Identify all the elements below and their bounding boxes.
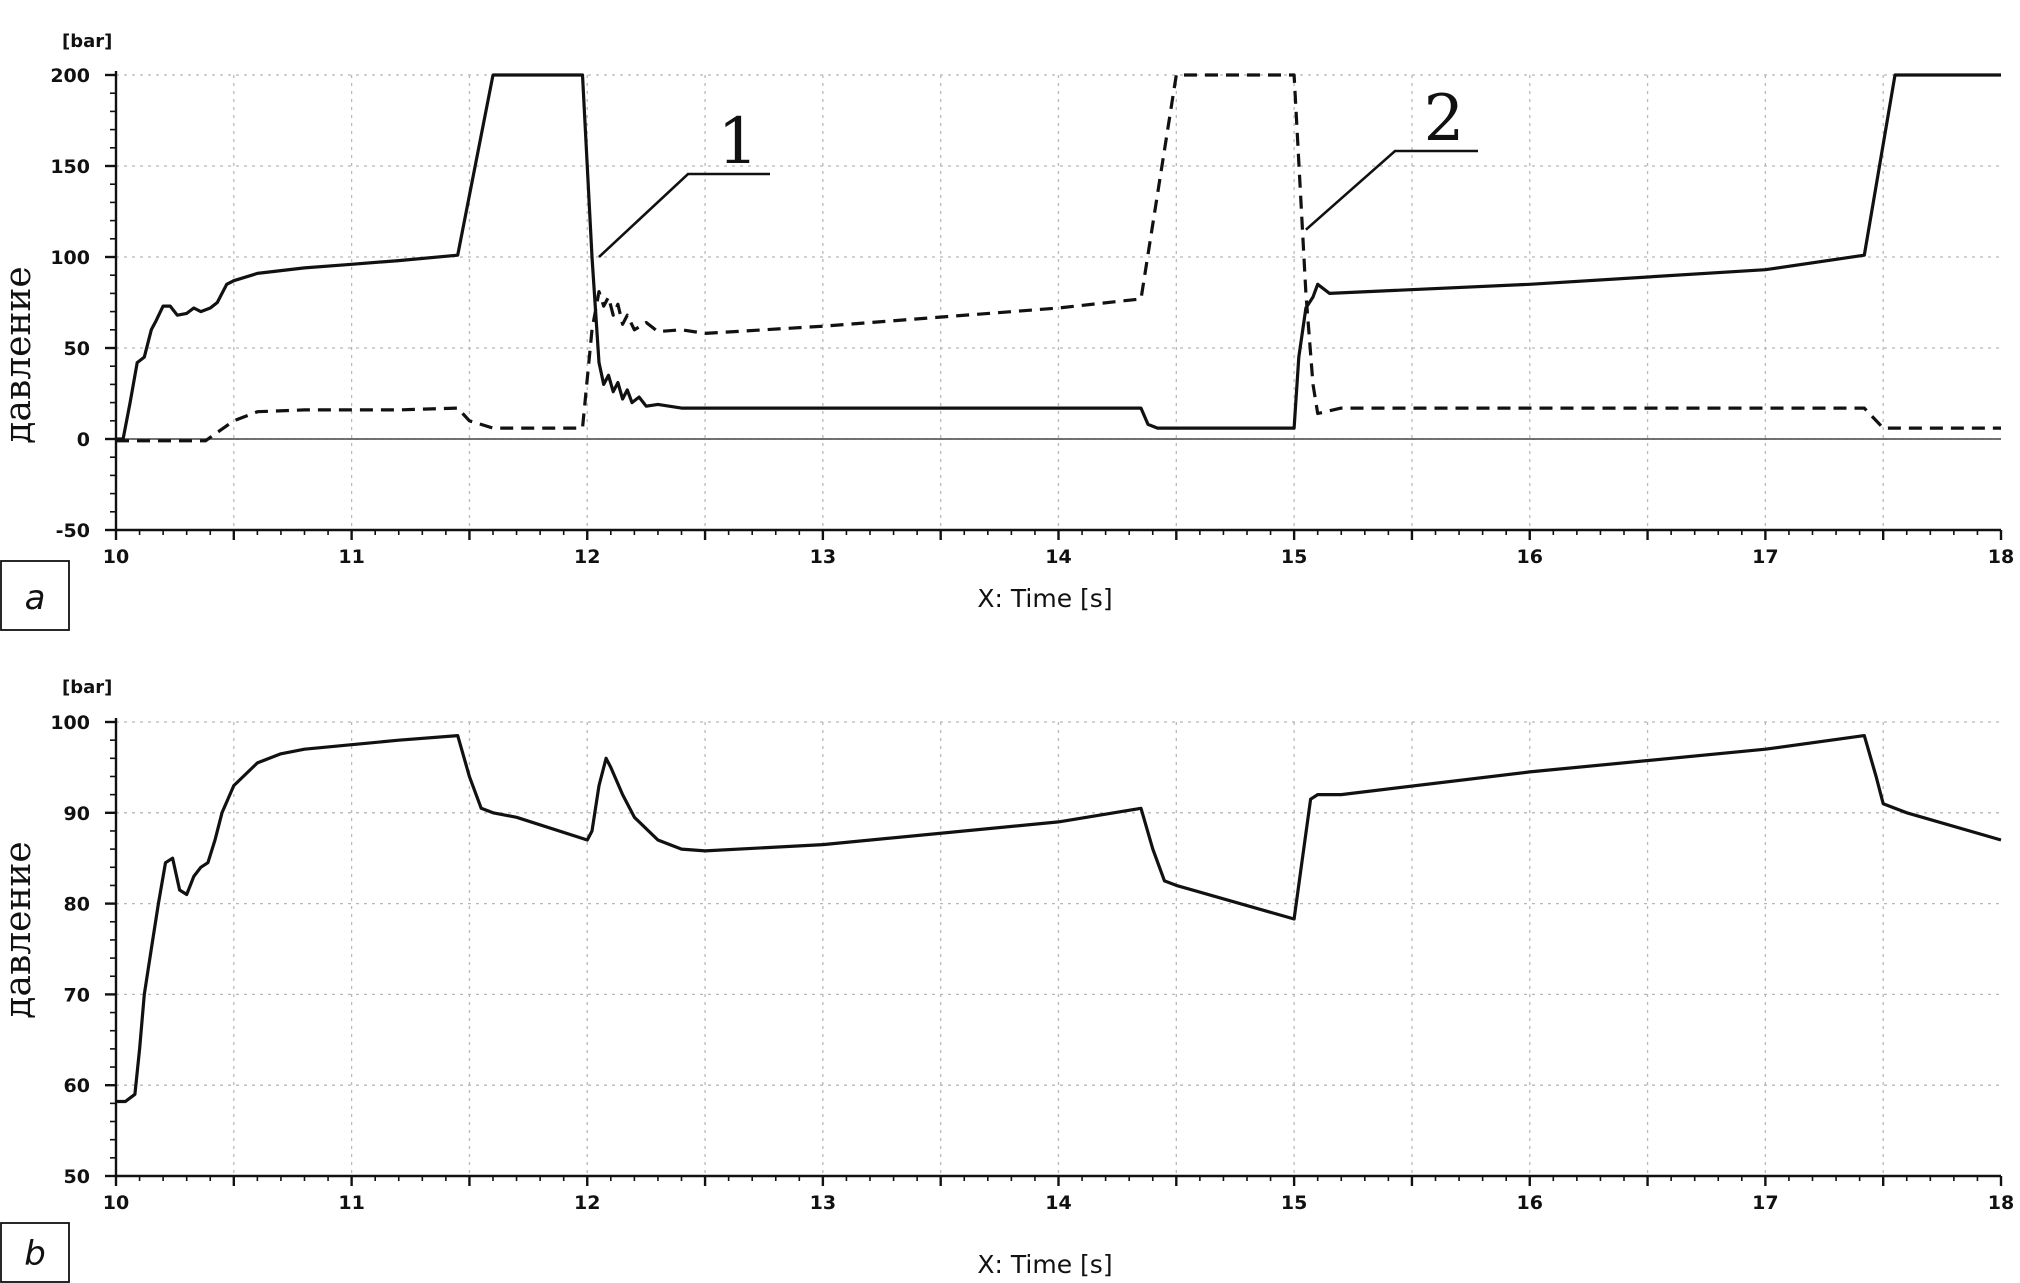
annotation-leader xyxy=(598,172,770,258)
annotation-label: 2 xyxy=(1424,82,1465,156)
panel-a-label-box xyxy=(0,560,70,631)
x-tick-label: 15 xyxy=(1281,546,1307,568)
x-tick-label: 13 xyxy=(810,546,836,568)
x-tick-label: 10 xyxy=(103,546,129,568)
panel-a: [bar] давление X: Time [s] 10 11 12 13 14 15 1… xyxy=(0,31,2014,631)
x-tick-label: 11 xyxy=(338,546,364,568)
panel-a-xlabel: X: Time [s] xyxy=(977,584,1112,613)
y-tick-label: 50 xyxy=(64,338,90,360)
x-tick-label: 15 xyxy=(1281,1192,1307,1214)
y-tick-label: 200 xyxy=(50,65,90,87)
series-line-1 xyxy=(116,734,2002,1104)
panel-b-series xyxy=(116,734,2002,1104)
x-tick-label: 10 xyxy=(103,1192,129,1214)
x-tick-label: 11 xyxy=(338,1192,364,1214)
annotation-label: 1 xyxy=(718,105,759,179)
y-tick-label: 150 xyxy=(50,156,90,178)
annotation-leader xyxy=(1305,149,1478,231)
panel-b-ylabel: давление xyxy=(0,841,39,1018)
x-tick-label: 13 xyxy=(810,1192,836,1214)
panel-a-label: a xyxy=(25,578,46,618)
y-tick-label: 100 xyxy=(50,712,90,734)
panel-a-grid xyxy=(116,74,2001,530)
y-tick-label: 100 xyxy=(50,247,90,269)
panel-a-ylabel: давление xyxy=(0,266,39,443)
series-line-1 xyxy=(116,73,2001,441)
panel-a-unit: [bar] xyxy=(62,31,112,52)
x-tick-label: 17 xyxy=(1752,1192,1778,1214)
panel-b-label-box xyxy=(0,1222,70,1283)
x-tick-label: 12 xyxy=(574,1192,600,1214)
panel-b-yticks: 50 60 70 80 90 100 xyxy=(50,712,116,1188)
panel-b-label: b xyxy=(24,1234,46,1274)
x-tick-label: 18 xyxy=(1988,1192,2014,1214)
panel-b-unit: [bar] xyxy=(62,677,112,698)
y-tick-label: 50 xyxy=(64,1166,90,1188)
y-tick-label: 0 xyxy=(77,429,90,451)
x-tick-label: 16 xyxy=(1517,546,1543,568)
panel-a-xticks: 10 11 12 13 14 15 16 17 18 xyxy=(103,530,2014,568)
y-tick-label: 70 xyxy=(64,984,90,1006)
x-tick-label: 14 xyxy=(1045,1192,1071,1214)
panel-a-series xyxy=(116,73,2001,443)
y-tick-label: 90 xyxy=(64,803,90,825)
panel-b-xticks: 10 11 12 13 14 15 16 17 18 xyxy=(103,1176,2014,1214)
y-tick-label: -50 xyxy=(56,520,90,542)
panel-b-grid xyxy=(116,721,2001,1176)
panel-b-xlabel: X: Time [s] xyxy=(977,1250,1112,1279)
panel-a-yticks: -50 0 50 100 150 200 xyxy=(50,65,116,542)
panel-b: [bar] давление X: Time [s] 10 11 12 13 14 15 1… xyxy=(0,677,2014,1283)
x-tick-label: 12 xyxy=(574,546,600,568)
y-tick-label: 80 xyxy=(64,894,90,916)
x-tick-label: 18 xyxy=(1988,546,2014,568)
x-tick-label: 14 xyxy=(1045,546,1071,568)
x-tick-label: 16 xyxy=(1517,1192,1543,1214)
y-tick-label: 60 xyxy=(64,1075,90,1097)
x-tick-label: 17 xyxy=(1752,546,1778,568)
series-line-2 xyxy=(116,73,2001,443)
